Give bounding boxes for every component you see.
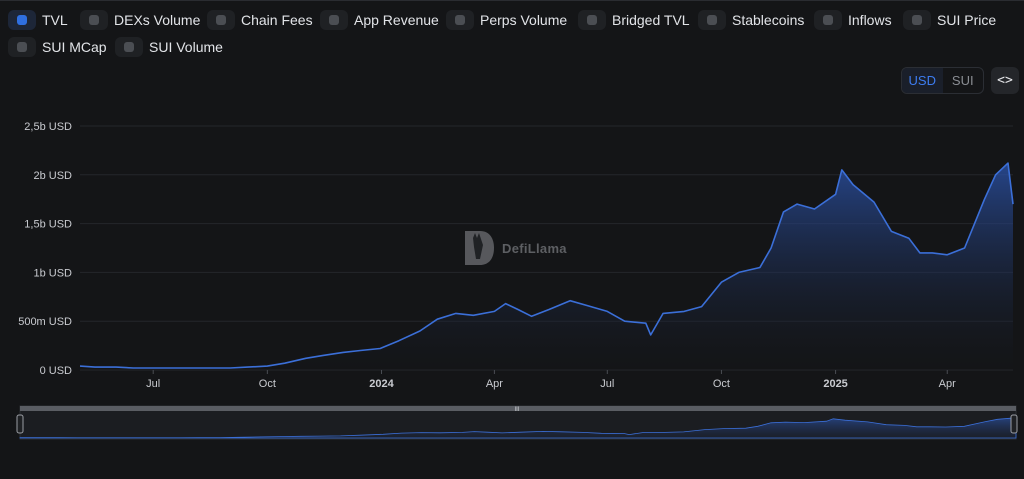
brush-top-bar[interactable] <box>20 406 1016 411</box>
x-tick-label: Oct <box>259 378 276 390</box>
toggle-label: Inflows <box>848 12 892 28</box>
x-tick-label: Apr <box>486 378 503 390</box>
x-tick-label: Oct <box>713 378 730 390</box>
y-tick-label: 2b USD <box>33 170 72 182</box>
brush-drag-grip-icon[interactable]: III <box>514 407 519 413</box>
toggle-sui-volume[interactable]: SUI Volume <box>115 37 223 57</box>
toggle-indicator <box>17 15 27 25</box>
toggle-indicator <box>17 42 27 52</box>
y-tick-label: 500m USD <box>18 316 72 328</box>
x-tick-label: 2024 <box>369 378 394 390</box>
x-tick-label: 2025 <box>823 378 847 390</box>
top-divider <box>0 0 1024 1</box>
toggle-checkbox[interactable] <box>446 10 474 30</box>
toggle-checkbox[interactable] <box>320 10 348 30</box>
toggle-stablecoins[interactable]: Stablecoins <box>698 10 804 30</box>
toggle-dexs-volume[interactable]: DEXs Volume <box>80 10 200 30</box>
y-tick-label: 2,5b USD <box>24 121 72 133</box>
toggle-sui-mcap[interactable]: SUI MCap <box>8 37 107 57</box>
toggle-label: DEXs Volume <box>114 12 201 28</box>
unit-option-usd[interactable]: USD <box>902 68 943 93</box>
y-tick-label: 1,5b USD <box>24 219 72 231</box>
tvl-chart: 0 USD 500m USD 1b USD 1,5b USD 2b USD 2,5b US… <box>16 121 1018 440</box>
brush-handle-right[interactable] <box>1010 414 1018 434</box>
defillama-logo-icon <box>465 231 494 265</box>
toggle-perps-volume[interactable]: Perps Volume <box>446 10 567 30</box>
toggle-app-revenue[interactable]: App Revenue <box>320 10 439 30</box>
toggle-tvl[interactable]: TVL <box>8 10 68 30</box>
toggle-indicator <box>455 15 465 25</box>
watermark-text: DefiLlama <box>502 240 567 256</box>
toggle-label: Bridged TVL <box>612 12 690 28</box>
x-axis: Jul Oct 2024 Apr Jul Oct 2025 Apr <box>146 370 956 390</box>
toggle-label: SUI Price <box>937 12 997 28</box>
toggle-sui-price[interactable]: SUI Price <box>903 10 996 30</box>
x-tick-label: Jul <box>600 378 614 390</box>
brush-preview-area <box>19 417 1017 439</box>
tvl-line <box>79 162 1014 369</box>
toggle-checkbox[interactable] <box>207 10 235 30</box>
toggle-checkbox[interactable] <box>578 10 606 30</box>
toggle-inflows[interactable]: Inflows <box>814 10 892 30</box>
toggle-checkbox[interactable] <box>8 37 36 57</box>
x-tick-label: Jul <box>146 378 160 390</box>
unit-option-sui[interactable]: SUI <box>951 73 974 88</box>
unit-switch[interactable]: USD SUI <box>901 67 984 94</box>
defillama-watermark: DefiLlama <box>462 229 567 267</box>
toggle-label: Chain Fees <box>241 12 313 28</box>
toggle-indicator <box>216 15 226 25</box>
toggle-label: TVL <box>42 12 68 28</box>
toggle-checkbox[interactable] <box>80 10 108 30</box>
toggle-label: Perps Volume <box>480 12 568 28</box>
tvl-area <box>80 163 1013 370</box>
toggle-indicator <box>912 15 922 25</box>
brush-handle-left[interactable] <box>16 414 24 434</box>
code-icon: <> <box>997 73 1013 88</box>
toggle-label: SUI MCap <box>42 39 107 55</box>
toggle-label: SUI Volume <box>149 39 223 55</box>
toggle-indicator <box>707 15 717 25</box>
toggle-indicator <box>124 42 134 52</box>
toggle-label: Stablecoins <box>732 12 805 28</box>
toggle-bridged-tvl[interactable]: Bridged TVL <box>578 10 690 30</box>
toggle-chain-fees[interactable]: Chain Fees <box>207 10 313 30</box>
range-brush[interactable]: III <box>16 405 1018 440</box>
embed-code-button[interactable]: <> <box>991 67 1019 94</box>
toggle-checkbox[interactable] <box>115 37 143 57</box>
toggle-checkbox[interactable] <box>814 10 842 30</box>
y-tick-label: 1b USD <box>33 267 72 279</box>
x-tick-label: Apr <box>939 378 956 390</box>
toggle-indicator <box>823 15 833 25</box>
y-tick-label: 0 USD <box>40 365 72 377</box>
toggle-label: App Revenue <box>354 12 439 28</box>
toggle-checkbox[interactable] <box>8 10 36 30</box>
toggle-checkbox[interactable] <box>698 10 726 30</box>
y-axis: 0 USD 500m USD 1b USD 1,5b USD 2b USD 2,5b US… <box>18 121 72 377</box>
toggle-indicator <box>587 15 597 25</box>
toggle-checkbox[interactable] <box>903 10 931 30</box>
toggle-indicator <box>329 15 339 25</box>
toggle-indicator <box>89 15 99 25</box>
